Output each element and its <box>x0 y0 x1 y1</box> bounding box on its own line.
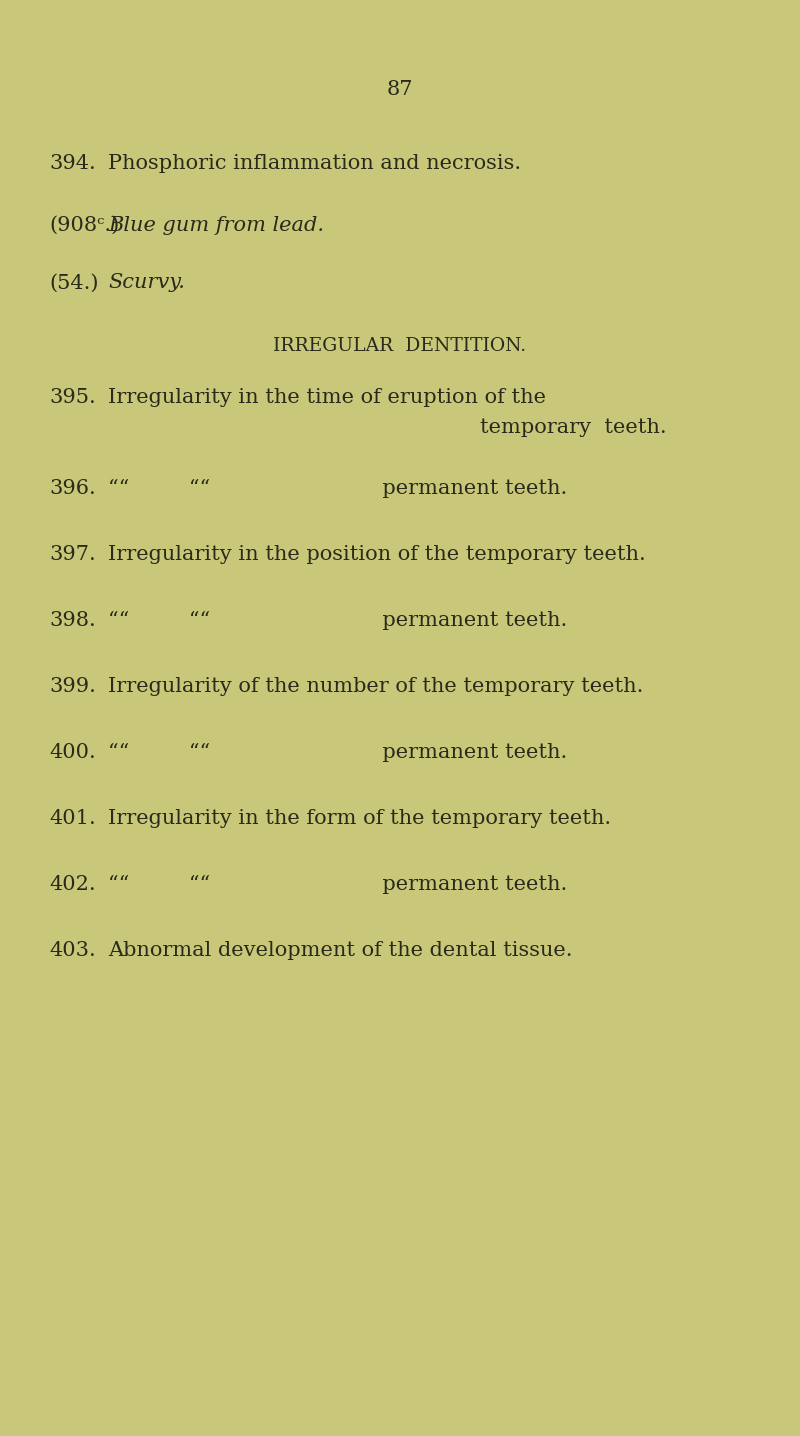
Text: 402.: 402. <box>50 875 96 895</box>
Text: Irregularity in the position of the temporary teeth.: Irregularity in the position of the temp… <box>108 544 646 564</box>
Text: Irregularity of the number of the temporary teeth.: Irregularity of the number of the tempor… <box>108 676 643 696</box>
Text: ““         ““                          permanent teeth.: ““ ““ permanent teeth. <box>108 742 567 763</box>
Text: Phosphoric inflammation and necrosis.: Phosphoric inflammation and necrosis. <box>108 154 521 174</box>
Text: ““         ““                          permanent teeth.: ““ ““ permanent teeth. <box>108 610 567 630</box>
Text: 397.: 397. <box>50 544 96 564</box>
Text: 398.: 398. <box>50 610 96 630</box>
Text: (908ᶜ.): (908ᶜ.) <box>50 215 120 236</box>
Text: 403.: 403. <box>50 941 96 961</box>
Text: Abnormal development of the dental tissue.: Abnormal development of the dental tissu… <box>108 941 573 961</box>
Text: Irregularity in the form of the temporary teeth.: Irregularity in the form of the temporar… <box>108 808 611 829</box>
Text: Scurvy.: Scurvy. <box>108 273 185 293</box>
Text: 394.: 394. <box>50 154 96 174</box>
Text: (54.): (54.) <box>50 273 99 293</box>
Text: 87: 87 <box>386 79 414 99</box>
Text: Irregularity in the time of eruption of the: Irregularity in the time of eruption of … <box>108 388 546 408</box>
Text: 399.: 399. <box>50 676 97 696</box>
Text: IRREGULAR  DENTITION.: IRREGULAR DENTITION. <box>274 337 526 355</box>
Text: ““         ““                          permanent teeth.: ““ ““ permanent teeth. <box>108 875 567 895</box>
Text: 401.: 401. <box>50 808 96 829</box>
Text: Blue gum from lead.: Blue gum from lead. <box>108 215 324 236</box>
Text: ““         ““                          permanent teeth.: ““ ““ permanent teeth. <box>108 478 567 498</box>
Text: 395.: 395. <box>50 388 96 408</box>
Text: 396.: 396. <box>50 478 96 498</box>
Text: 400.: 400. <box>50 742 96 763</box>
Text: temporary  teeth.: temporary teeth. <box>480 418 666 438</box>
